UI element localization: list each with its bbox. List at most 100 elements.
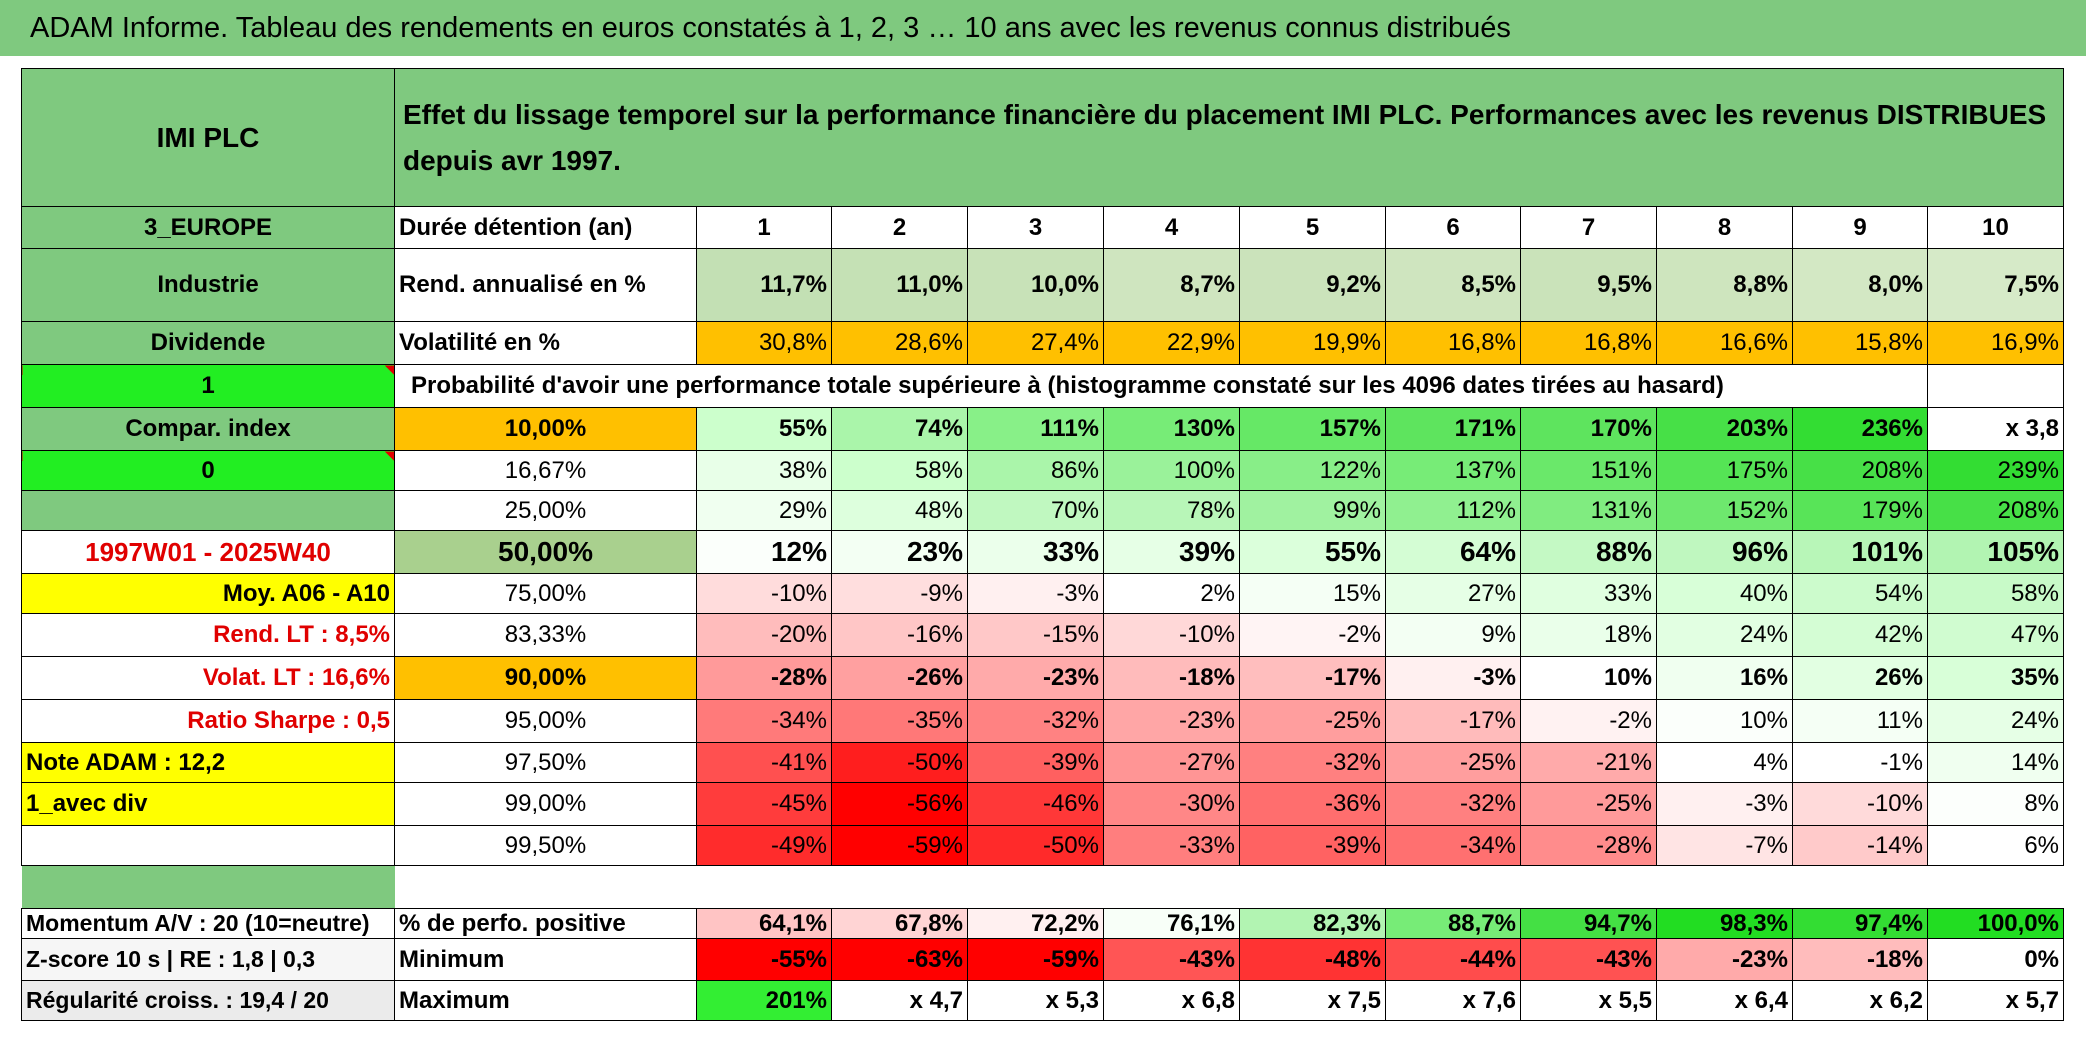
quantile-value: -33% (1103, 825, 1240, 866)
quantile-value: 100% (1103, 450, 1240, 491)
quantile-value: -3% (967, 573, 1104, 614)
duration-label: Durée détention (an) (394, 206, 697, 249)
quantile-value: -7% (1656, 825, 1793, 866)
quantile-value: -15% (967, 613, 1104, 657)
rend-value: 8,7% (1103, 248, 1240, 322)
quantile-row: 0 16,67% 38% 58% 86% 100% 122% 137% 151% 175% 208%… (21, 450, 2064, 491)
stat-value: x 7,5 (1239, 980, 1386, 1021)
quantile-value: 9% (1385, 613, 1521, 657)
vol-value: 27,4% (967, 321, 1104, 365)
quantile-value: 78% (1103, 490, 1240, 531)
stat-value: x 6,2 (1792, 980, 1928, 1021)
quantile-value: 39% (1103, 530, 1240, 574)
year-header: 2 (831, 206, 968, 249)
quantile-label: 10,00% (394, 407, 697, 451)
rend-label: Rend. annualisé en % (394, 248, 697, 322)
rend-value: 11,0% (831, 248, 968, 322)
stat-value: -43% (1103, 938, 1240, 981)
stat-value: x 5,3 (967, 980, 1104, 1021)
quantile-label: 99,00% (394, 782, 697, 826)
quantile-value: 8% (1927, 782, 2064, 826)
stat-value: 201% (696, 980, 832, 1021)
quantile-value: -36% (1239, 782, 1386, 826)
quantile-value: 6% (1927, 825, 2064, 866)
quantile-value: 42% (1792, 613, 1928, 657)
quantile-value: -18% (1103, 656, 1240, 700)
volat-lt-label: Volat. LT : 16,6% (21, 656, 395, 700)
stat-value: -63% (831, 938, 968, 981)
quantile-label: 90,00% (394, 656, 697, 700)
quantile-value: -3% (1385, 656, 1521, 700)
quantile-label: 16,67% (394, 450, 697, 491)
avec-div-label: 1_avec div (21, 782, 395, 826)
quantile-value: 208% (1792, 450, 1928, 491)
vol-value: 16,6% (1656, 321, 1793, 365)
table-body: IMI PLC Effet du lissage temporel sur la … (21, 68, 2064, 1021)
stat-value: x 5,5 (1520, 980, 1657, 1021)
quantile-value: 40% (1656, 573, 1793, 614)
prob-title: Probabilité d'avoir une performance tota… (394, 364, 1928, 408)
rend-value: 9,5% (1520, 248, 1657, 322)
quantile-value: 64% (1385, 530, 1521, 574)
quantile-value: 175% (1656, 450, 1793, 491)
quantile-row: 99,50% -49% -59% -50% -33% -39% -34% -28% -7% -14… (21, 825, 2064, 866)
quantile-value: -30% (1103, 782, 1240, 826)
quantile-value: 48% (831, 490, 968, 531)
stat-value: -43% (1520, 938, 1657, 981)
quantile-value: 99% (1239, 490, 1386, 531)
year-header: 4 (1103, 206, 1240, 249)
prob-title-row: 1 Probabilité d'avoir une performance tot… (21, 364, 2064, 408)
quantile-row: 1997W01 - 2025W40 50,00% 12% 23% 33% 39% 55% 64… (21, 530, 2064, 574)
stat-value: 0% (1927, 938, 2064, 981)
stat-value: x 5,7 (1927, 980, 2064, 1021)
quantile-value: 16% (1656, 656, 1793, 700)
quantile-label: 97,50% (394, 742, 697, 783)
stat-value: 98,3% (1656, 908, 1793, 939)
empty-cell (1927, 364, 2064, 408)
stat-value: 72,2% (967, 908, 1104, 939)
quantile-value: 58% (831, 450, 968, 491)
year-header: 7 (1520, 206, 1657, 249)
quantile-value: 70% (967, 490, 1104, 531)
quantile-value: -28% (696, 656, 832, 700)
quantile-value: -1% (1792, 742, 1928, 783)
stat-value: 64,1% (696, 908, 832, 939)
year-header: 8 (1656, 206, 1793, 249)
vol-label: Volatilité en % (394, 321, 697, 365)
quantile-value: 157% (1239, 407, 1386, 451)
year-header: 3 (967, 206, 1104, 249)
quantile-value: 112% (1385, 490, 1521, 531)
quantile-value: -23% (1103, 699, 1240, 743)
quantile-row: 1_avec div 99,00% -45% -56% -46% -30% -36% -32%… (21, 782, 2064, 826)
stat-value: -55% (696, 938, 832, 981)
stat-value: 67,8% (831, 908, 968, 939)
vol-value: 19,9% (1239, 321, 1386, 365)
dividend-label: Dividende (21, 321, 395, 365)
stat-value: x 6,8 (1103, 980, 1240, 1021)
year-header: 1 (696, 206, 832, 249)
year-header: 5 (1239, 206, 1386, 249)
vol-value: 16,8% (1520, 321, 1657, 365)
quantile-value: -14% (1792, 825, 1928, 866)
quantile-value: 101% (1792, 530, 1928, 574)
rend-value: 11,7% (696, 248, 832, 322)
quantile-value: 179% (1792, 490, 1928, 531)
quantile-value: 33% (967, 530, 1104, 574)
rend-value: 8,0% (1792, 248, 1928, 322)
vol-value: 16,8% (1385, 321, 1521, 365)
empty-cell (21, 825, 395, 866)
vol-value: 28,6% (831, 321, 968, 365)
vol-row: Dividende Volatilité en % 30,8% 28,6% 27,4% 2… (21, 321, 2064, 365)
quantile-value: 11% (1792, 699, 1928, 743)
quantile-value: -16% (831, 613, 968, 657)
quantile-value: -25% (1239, 699, 1386, 743)
empty-cell (21, 490, 395, 531)
quantile-value: 137% (1385, 450, 1521, 491)
quantile-value: 88% (1520, 530, 1657, 574)
ratio-sharpe-label: Ratio Sharpe : 0,5 (21, 699, 395, 743)
quantile-value: -32% (1385, 782, 1521, 826)
stats-row: Momentum A/V : 20 (10=neutre)% de perfo.… (21, 908, 2064, 939)
quantile-value: -41% (696, 742, 832, 783)
quantile-value: x 3,8 (1927, 407, 2064, 451)
quantile-value: 131% (1520, 490, 1657, 531)
